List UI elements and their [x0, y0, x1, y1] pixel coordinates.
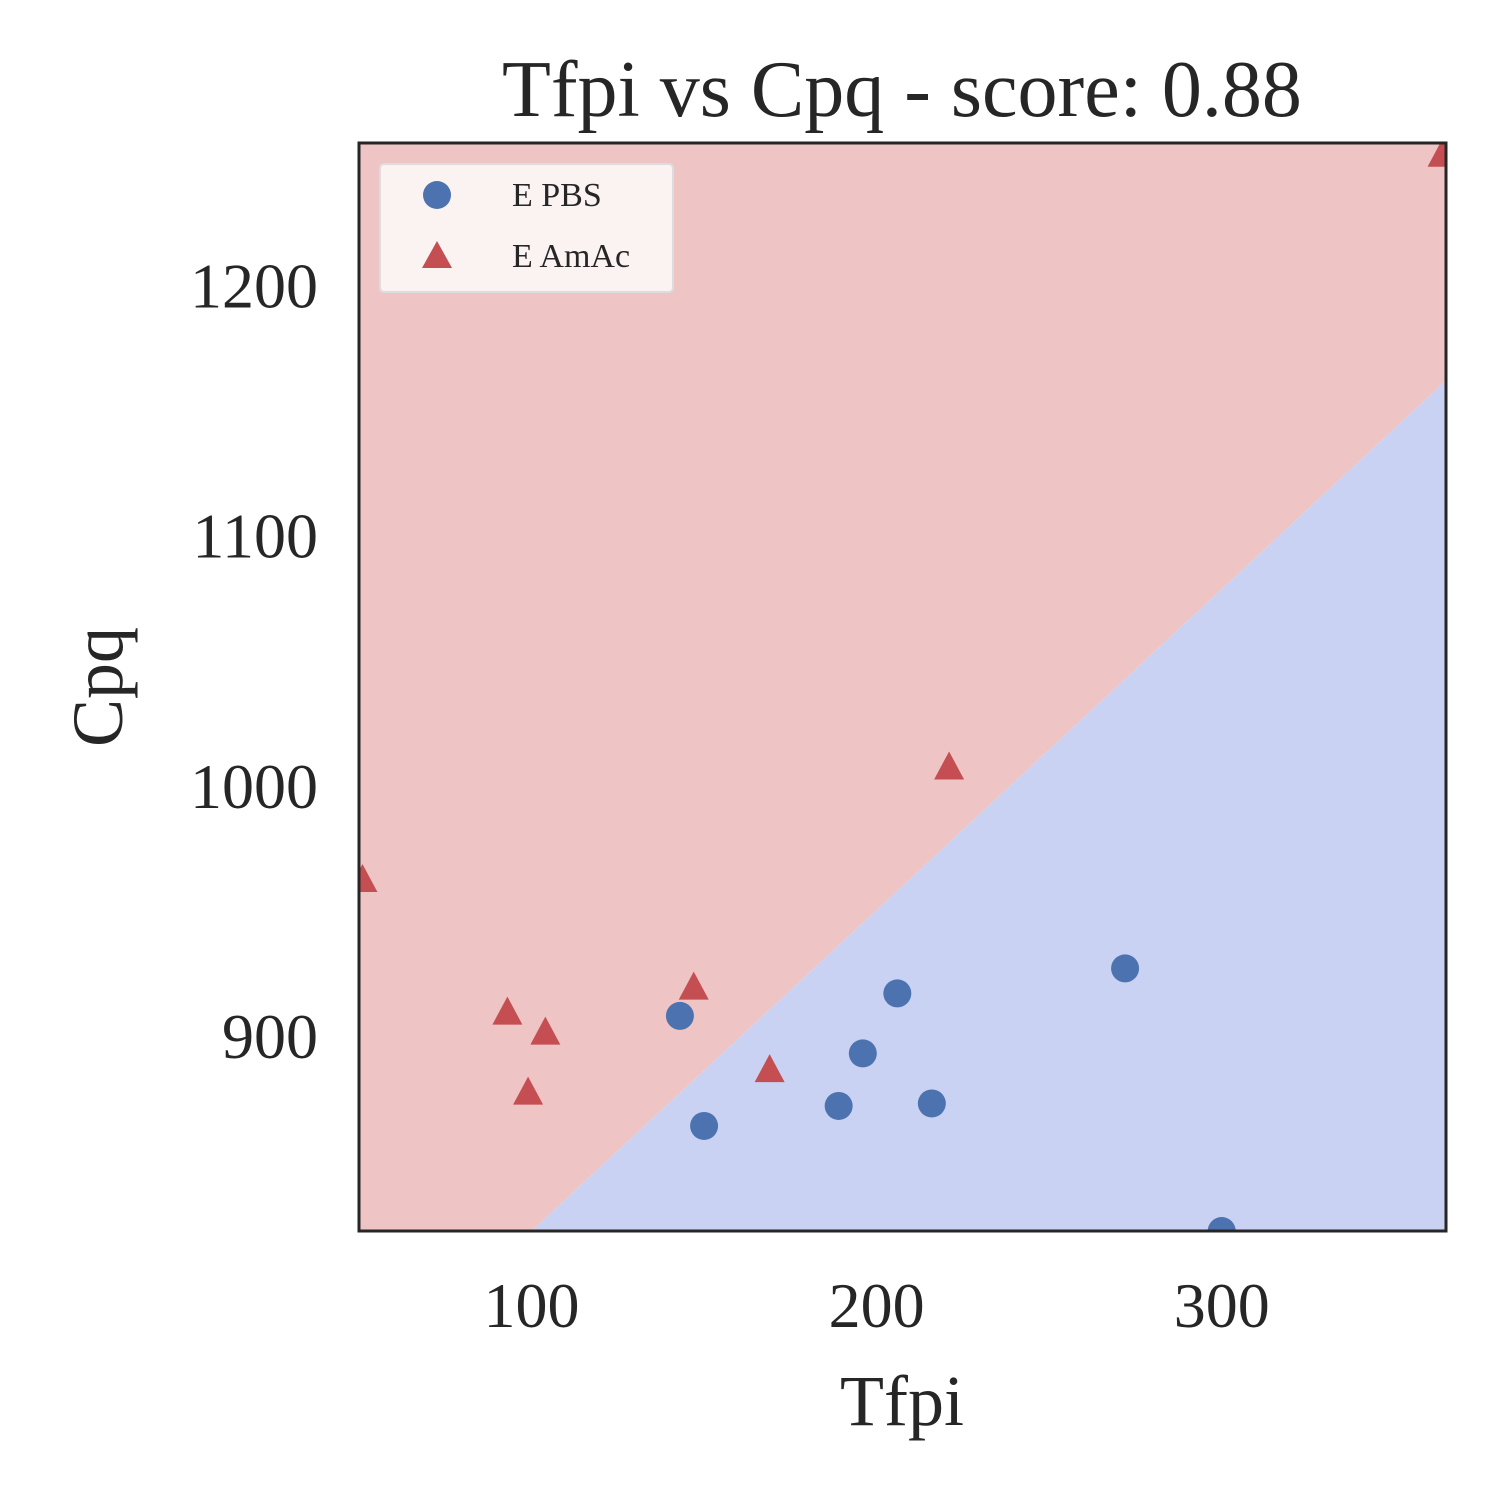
plot-frame: [357, 141, 1448, 1233]
legend: E PBS E AmAc: [379, 163, 674, 293]
legend-label-e-amac: E AmAc: [512, 238, 630, 275]
y-axis-label: Cpq: [58, 627, 138, 747]
legend-label-e-pbs: E PBS: [512, 177, 602, 214]
decision-region-e-amac: [359, 143, 1446, 1231]
x-axis-ticks: 100 200 300: [484, 1270, 1270, 1341]
point-e-amac-3: [530, 1016, 561, 1045]
point-e-amac-2: [513, 1076, 544, 1105]
y-tick-label-0: 900: [222, 1001, 318, 1072]
point-e-pbs-2: [824, 1091, 853, 1120]
point-e-pbs-6: [1111, 954, 1140, 983]
legend-marker-e-pbs: [423, 181, 451, 209]
legend-marker-e-amac: [422, 241, 452, 268]
data-points: [359, 143, 1446, 1231]
point-e-pbs-4: [883, 979, 912, 1008]
point-e-amac-7: [1427, 143, 1446, 167]
y-tick-label-3: 1200: [190, 251, 318, 322]
x-tick-label-1: 200: [829, 1270, 925, 1341]
point-e-pbs-0: [665, 1001, 694, 1030]
point-e-pbs-7: [1207, 1217, 1236, 1231]
point-e-pbs-1: [690, 1111, 719, 1140]
point-e-amac-1: [492, 996, 523, 1025]
plot-area: [359, 143, 1446, 1231]
point-e-amac-0: [359, 864, 378, 893]
y-tick-label-1: 1000: [190, 751, 318, 822]
decision-region-e-pbs: [531, 380, 1446, 1231]
x-tick-label-0: 100: [484, 1270, 580, 1341]
y-axis-ticks: 900 1000 1100 1200: [190, 251, 318, 1072]
x-tick-label-2: 300: [1174, 1270, 1270, 1341]
chart-title: Tfpi vs Cpq - score: 0.88: [502, 46, 1302, 134]
point-e-amac-5: [754, 1054, 785, 1083]
point-e-pbs-5: [917, 1089, 946, 1118]
point-e-pbs-3: [848, 1039, 877, 1068]
y-tick-label-2: 1100: [192, 501, 318, 572]
point-e-amac-6: [934, 751, 965, 780]
point-e-amac-4: [678, 971, 709, 1000]
x-axis-label: Tfpi: [840, 1361, 964, 1441]
legend-box: [379, 163, 674, 293]
